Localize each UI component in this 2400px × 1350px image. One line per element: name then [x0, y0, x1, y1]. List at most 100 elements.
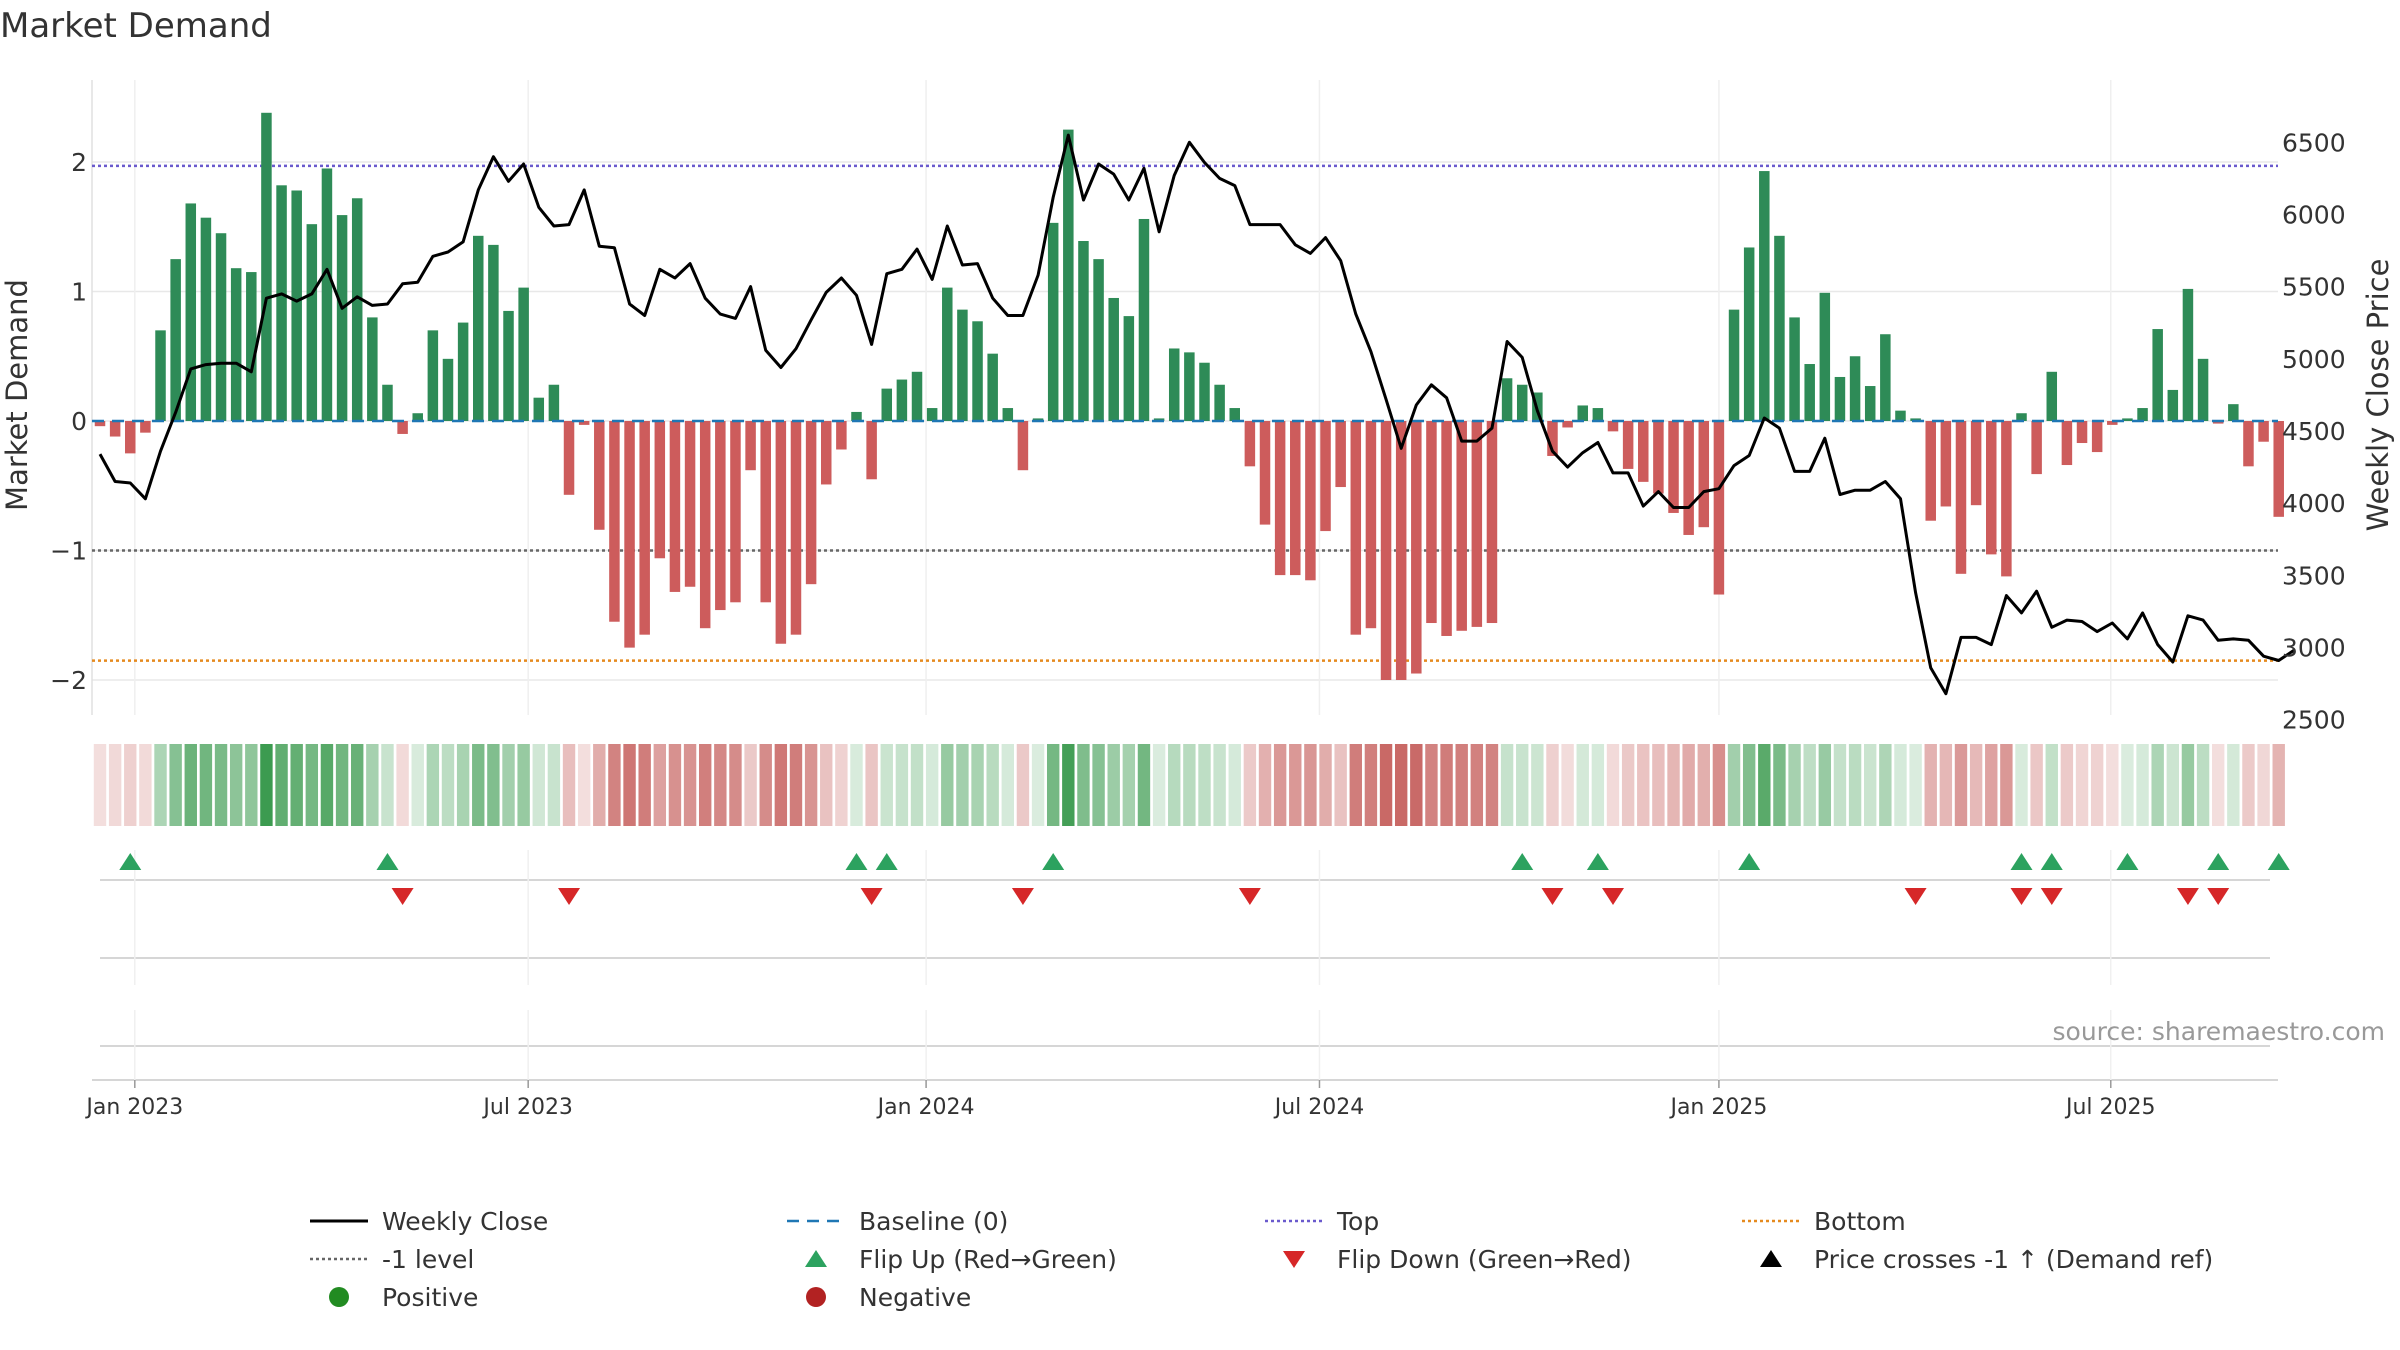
heat-cell	[820, 744, 832, 826]
left-axis-label: Market Demand	[0, 279, 34, 511]
bar-positive	[549, 385, 560, 421]
flip-up-marker	[1587, 853, 1609, 870]
flip-down-marker	[861, 888, 883, 905]
heat-cell	[124, 744, 136, 826]
heat-cell	[760, 744, 772, 826]
heat-cell	[2242, 744, 2254, 826]
heat-cell	[1909, 744, 1921, 826]
heat-cell	[109, 744, 121, 826]
legend-item: Weekly Close	[310, 1207, 548, 1236]
x-tick-label: Jan 2025	[1668, 1095, 1767, 1120]
bar-negative	[1396, 421, 1407, 680]
legend-item: Baseline (0)	[787, 1207, 1008, 1236]
legend-label: Top	[1336, 1207, 1379, 1236]
heat-cell	[2182, 744, 2194, 826]
flip-down-marker	[558, 888, 580, 905]
heat-cell	[487, 744, 499, 826]
flip-down-marker	[392, 888, 414, 905]
bar-negative	[1426, 421, 1437, 623]
heat-cell	[2197, 744, 2209, 826]
chart-title: Market Demand	[0, 6, 272, 46]
heat-cell	[396, 744, 408, 826]
heat-cell	[1592, 744, 1604, 826]
bar-negative	[821, 421, 832, 484]
heat-cell	[1743, 744, 1755, 826]
heat-cell	[351, 744, 363, 826]
heat-cell	[1410, 744, 1422, 826]
heat-cell	[1425, 744, 1437, 826]
bar-positive	[382, 385, 393, 421]
right-tick-label: 3000	[2282, 634, 2346, 663]
bar-negative	[866, 421, 877, 479]
heat-cell	[2136, 744, 2148, 826]
bar-positive	[2152, 329, 2163, 421]
heat-cell	[1940, 744, 1952, 826]
bar-positive	[1593, 408, 1604, 421]
bar-positive	[1169, 348, 1180, 421]
bar-positive	[1577, 405, 1588, 421]
bar-positive	[291, 190, 302, 421]
heat-cell	[1456, 744, 1468, 826]
heat-cell	[290, 744, 302, 826]
heat-cell	[2212, 744, 2224, 826]
flip-up-marker	[1042, 853, 1064, 870]
x-tick-label: Jul 2025	[2064, 1095, 2156, 1120]
bar-negative	[1305, 421, 1316, 580]
heat-cell	[775, 744, 787, 826]
heat-cell	[321, 744, 333, 826]
legend-swatch-triangle-up	[1760, 1250, 1782, 1267]
heat-cell	[1244, 744, 1256, 826]
bar-positive	[1880, 334, 1891, 421]
demand-bars	[92, 113, 2284, 680]
bar-positive	[186, 203, 197, 421]
bar-positive	[2047, 372, 2058, 421]
heat-cell	[971, 744, 983, 826]
right-tick-label: 6500	[2282, 128, 2346, 157]
heat-cell	[1925, 744, 1937, 826]
legend: Weekly CloseBaseline (0)TopBottom-1 leve…	[310, 1207, 2213, 1312]
heat-cell	[139, 744, 151, 826]
bar-positive	[155, 330, 166, 421]
heat-cell	[1289, 744, 1301, 826]
heat-cell	[2015, 744, 2027, 826]
bar-negative	[2092, 421, 2103, 452]
heat-cell	[1728, 744, 1740, 826]
heat-cell	[1213, 744, 1225, 826]
bar-negative	[670, 421, 681, 592]
bar-negative	[2031, 421, 2042, 474]
x-tick-label: Jul 2023	[481, 1095, 573, 1120]
bar-positive	[1093, 259, 1104, 421]
heat-cell	[185, 744, 197, 826]
heat-cell	[1274, 744, 1286, 826]
bar-positive	[261, 113, 272, 421]
bar-positive	[1078, 241, 1089, 421]
bar-positive	[170, 259, 181, 421]
heat-cell	[1077, 744, 1089, 826]
bar-negative	[1245, 421, 1256, 466]
bar-negative	[594, 421, 605, 530]
heat-cell	[1032, 744, 1044, 826]
bar-negative	[1608, 421, 1619, 431]
heat-cell	[230, 744, 242, 826]
heat-cell	[1864, 744, 1876, 826]
bar-negative	[1320, 421, 1331, 531]
bar-negative	[1366, 421, 1377, 628]
legend-label: Flip Up (Red→Green)	[859, 1245, 1117, 1274]
bar-positive	[1804, 364, 1815, 421]
heat-cell	[1319, 744, 1331, 826]
bar-negative	[1925, 421, 1936, 521]
legend-item: Price crosses -1 ↑ (Demand ref)	[1760, 1245, 2213, 1274]
bar-positive	[1063, 130, 1074, 421]
bar-positive	[1003, 408, 1014, 421]
bar-negative	[110, 421, 121, 437]
heat-cell	[1622, 744, 1634, 826]
bar-positive	[2137, 408, 2148, 421]
heat-cell	[1017, 744, 1029, 826]
flip-up-marker	[119, 853, 141, 870]
right-tick-label: 4500	[2282, 417, 2346, 446]
bar-positive	[1184, 352, 1195, 421]
bar-negative	[1411, 421, 1422, 674]
heat-cell	[669, 744, 681, 826]
source-text: source: sharemaestro.com	[2053, 1017, 2386, 1046]
bar-negative	[2001, 421, 2012, 576]
